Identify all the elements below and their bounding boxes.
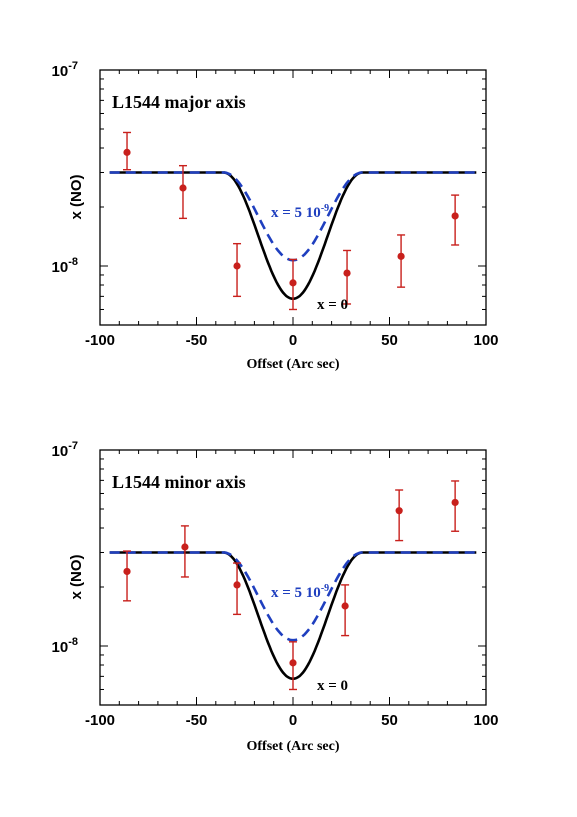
x-axis-label: Offset (Arc sec) — [246, 357, 339, 372]
annotation-x5e-9: x = 5 10-9 — [271, 203, 329, 221]
data-point — [451, 480, 460, 532]
data-point — [233, 562, 242, 616]
point-marker — [451, 498, 459, 507]
y-axis-label: x (NO) — [68, 554, 85, 599]
point-marker — [289, 659, 297, 667]
x-axis-label: Offset (Arc sec) — [246, 739, 339, 754]
point-marker — [123, 567, 131, 576]
point-marker — [233, 581, 241, 589]
y-tick-base: 10 — [52, 63, 69, 80]
y-tick-label: 10-8 — [52, 636, 78, 656]
y-tick-base: 10 — [52, 639, 69, 656]
y-tick-label: 10-8 — [52, 256, 78, 276]
data-point — [180, 525, 189, 578]
annotation-x0: x = 0 — [317, 297, 348, 313]
annotation-exponent: -9 — [321, 583, 329, 594]
model-curve-x5e-9 — [109, 551, 477, 642]
data-point — [341, 584, 350, 637]
data-point — [395, 489, 404, 542]
point-marker — [341, 602, 349, 610]
chart-title: L1544 major axis — [112, 92, 246, 112]
y-tick-base: 10 — [52, 443, 69, 460]
x-tick-label: -50 — [186, 712, 208, 729]
y-tick-exponent: -7 — [68, 60, 78, 72]
y-tick-exponent: -8 — [68, 636, 78, 648]
annotation-main: x = 5 10 — [271, 205, 321, 221]
data-point — [343, 249, 352, 305]
annotation-x5e-9: x = 5 10-9 — [271, 583, 329, 601]
x-tick-label: -100 — [85, 712, 115, 729]
x-tick-label: 50 — [381, 712, 398, 729]
x-tick-label: 0 — [289, 712, 297, 729]
point-marker — [123, 148, 131, 156]
point-marker — [395, 507, 403, 515]
point-marker — [289, 279, 297, 287]
data-point — [123, 131, 132, 171]
data-point — [289, 258, 297, 311]
x-tick-label: 100 — [473, 332, 498, 349]
data-point — [397, 234, 406, 288]
y-tick-exponent: -8 — [68, 256, 78, 268]
point-marker — [233, 262, 241, 270]
chart-title: L1544 minor axis — [112, 472, 246, 492]
annotation-x0: x = 0 — [317, 678, 348, 694]
data-point — [289, 641, 297, 691]
x-tick-label: -100 — [85, 332, 115, 349]
x-tick-label: -50 — [186, 332, 208, 349]
x-tick-label: 0 — [289, 332, 297, 349]
annotation-exponent: -9 — [321, 203, 329, 214]
y-tick-exponent: -7 — [68, 440, 78, 452]
data-points — [123, 480, 460, 691]
annotation-main: x = 5 10 — [271, 585, 321, 601]
data-point — [178, 164, 187, 220]
point-marker — [397, 252, 405, 260]
point-marker — [181, 543, 189, 551]
y-tick-label: 10-7 — [52, 440, 78, 460]
y-tick-base: 10 — [52, 259, 69, 276]
y-axis-label: x (NO) — [68, 174, 85, 219]
x-tick-label: 100 — [473, 712, 498, 729]
point-marker — [451, 212, 459, 220]
data-points — [123, 131, 460, 311]
point-marker — [343, 269, 351, 277]
data-point — [123, 550, 132, 602]
y-tick-label: 10-7 — [52, 60, 78, 80]
data-point — [233, 242, 242, 298]
x-tick-label: 50 — [381, 332, 398, 349]
data-point — [451, 194, 460, 246]
point-marker — [179, 184, 187, 192]
